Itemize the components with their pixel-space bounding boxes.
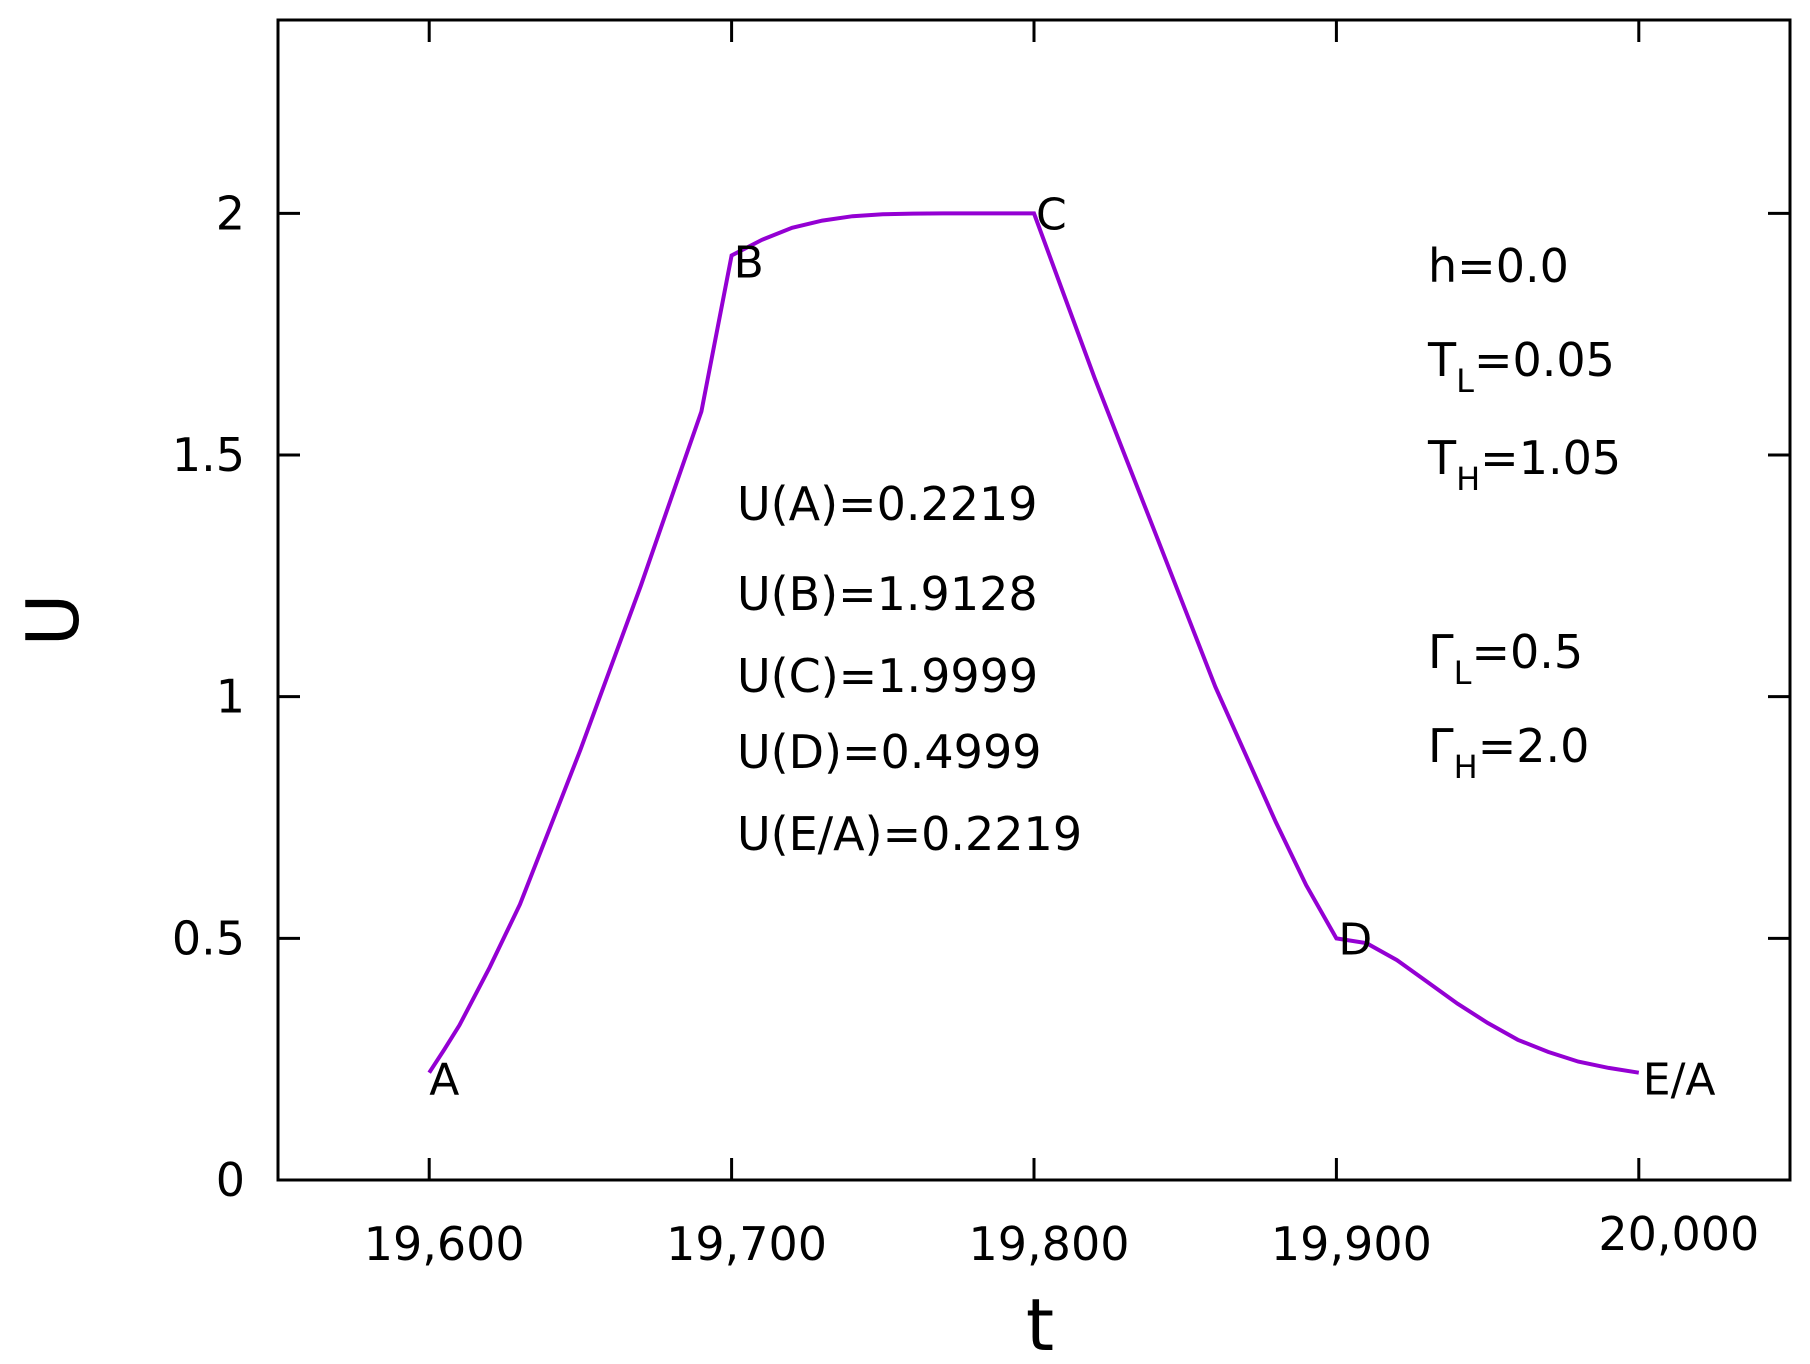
x-tick-label: 19,600 (364, 1217, 525, 1271)
x-tick-label: 20,000 (1598, 1207, 1759, 1261)
y-tick-label: 1 (216, 670, 245, 724)
point-label: D (1338, 914, 1372, 965)
parameter-annotation: h=0.0 (1428, 239, 1569, 293)
tick-marks (278, 20, 1790, 1182)
value-annotation: U(E/A)=0.2219 (737, 807, 1082, 861)
series-line (427, 211, 1640, 1075)
value-annotations: U(A)=0.2219 U(B)=1.9128 U(C)=1.9999 U(D)=0.… (737, 477, 1082, 861)
point-label: B (734, 237, 764, 288)
value-annotation: U(C)=1.9999 (737, 649, 1038, 703)
y-tick-label: 1.5 (172, 428, 245, 482)
parameter-annotation: TH=1.05 (1427, 431, 1621, 498)
y-axis-title: U (11, 594, 95, 647)
value-annotation: U(A)=0.2219 (737, 477, 1038, 531)
x-tick-label: 19,700 (666, 1217, 827, 1271)
parameter-annotation: ΓL=0.5 (1428, 625, 1583, 692)
y-tick-label: 0 (216, 1153, 245, 1207)
x-tick-label: 19,900 (1271, 1217, 1432, 1271)
x-tick-labels: 19,600 19,700 19,800 19,900 20,000 (364, 1207, 1760, 1271)
point-label: C (1036, 189, 1067, 240)
parameter-annotation: TL=0.05 (1427, 333, 1615, 400)
y-tick-label: 0.5 (172, 911, 245, 965)
y-tick-label: 2 (216, 186, 245, 240)
parameter-annotations: h=0.0 TL=0.05 TH=1.05 ΓL=0.5 ΓH=2.0 (1427, 239, 1621, 786)
point-label: E/A (1643, 1055, 1716, 1106)
point-labels: A B C D E/A (429, 189, 1715, 1105)
value-annotation: U(B)=1.9128 (737, 567, 1038, 621)
parameter-annotation: ΓH=2.0 (1428, 719, 1589, 786)
x-axis-title: t (1026, 1283, 1054, 1364)
x-tick-label: 19,800 (969, 1217, 1130, 1271)
value-annotation: U(D)=0.4999 (737, 725, 1041, 779)
y-tick-labels: 0 0.5 1 1.5 2 (172, 186, 245, 1207)
point-label: A (429, 1055, 459, 1106)
